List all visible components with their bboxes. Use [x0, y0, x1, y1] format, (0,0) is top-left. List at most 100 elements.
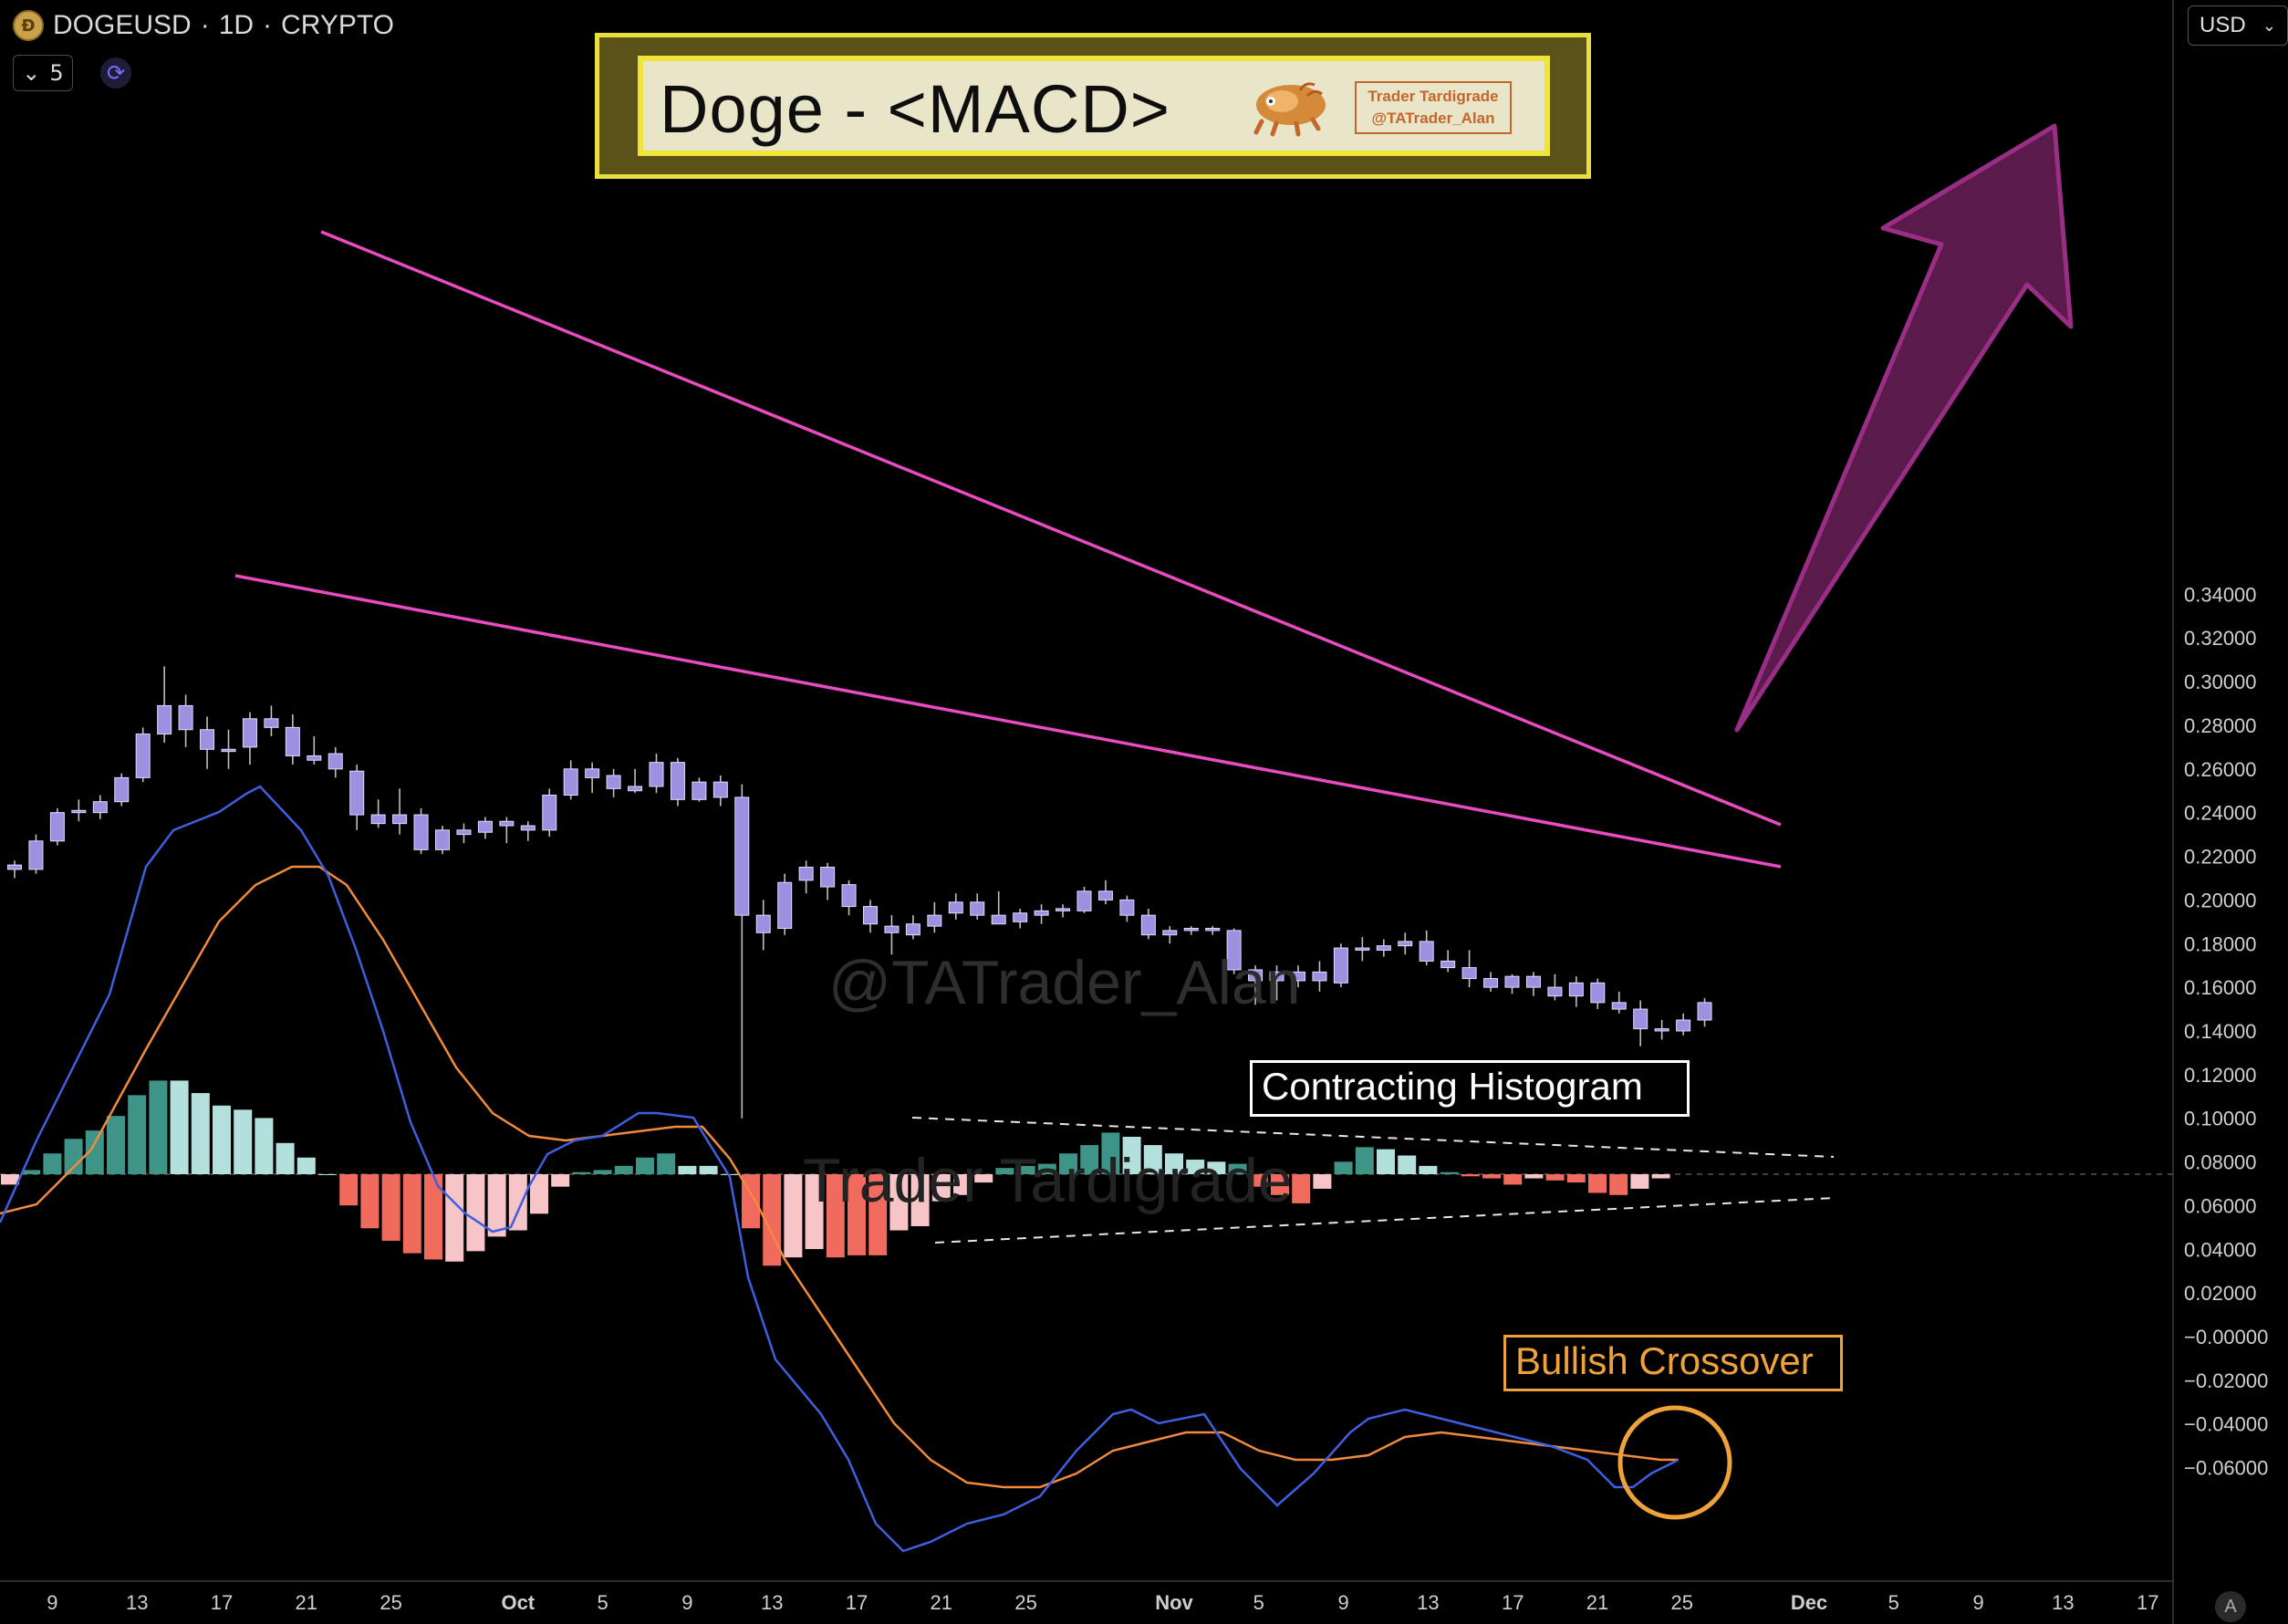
x-tick-label: 25 [1014, 1591, 1036, 1614]
y-tick-label: 0.28000 [2184, 714, 2257, 737]
bullish-arrow [1734, 123, 2074, 733]
macd-histogram-bar [508, 1174, 527, 1231]
y-tick-label: 0.26000 [2184, 758, 2257, 781]
macd-histogram-bar [1566, 1174, 1586, 1183]
x-tick-label: 21 [1586, 1591, 1608, 1614]
macd-histogram-bar [1101, 1132, 1120, 1174]
x-tick-label: 5 [1253, 1591, 1264, 1614]
candle-body [1676, 1019, 1691, 1032]
bullish-crossover-label: Bullish Crossover [1503, 1335, 1843, 1391]
tardigrade-logo-icon [1253, 82, 1326, 137]
y-tick-label: 0.04000 [2184, 1238, 2257, 1261]
candle-body [606, 775, 621, 789]
macd-histogram-bar [276, 1142, 295, 1174]
macd-histogram-bar [953, 1174, 972, 1195]
macd-histogram-bar [551, 1174, 570, 1187]
candle-body [1654, 1028, 1669, 1032]
macd-histogram-bar [128, 1095, 147, 1174]
candle-body [1697, 1002, 1712, 1021]
lower-trendline [234, 574, 1782, 869]
candle-body [135, 734, 151, 778]
macd-histogram-bar [826, 1174, 845, 1258]
y-tick-label: 0.16000 [2184, 976, 2257, 999]
candle-body [712, 781, 728, 798]
macd-histogram-bar [234, 1109, 253, 1174]
candle-body [563, 768, 578, 796]
macd-histogram-bar [931, 1174, 951, 1202]
candle-body [1376, 945, 1391, 951]
candle-body [242, 718, 257, 748]
currency-selector[interactable]: USD ⌄ [2188, 5, 2288, 46]
candle-body [1076, 890, 1092, 911]
chevron-down-icon: ⌄ [2262, 16, 2276, 35]
macd-histogram-bar [1122, 1136, 1141, 1174]
macd-histogram-bar [1524, 1174, 1544, 1179]
macd-histogram-bar [339, 1174, 359, 1206]
candle-body [1034, 910, 1049, 916]
histogram-lower-dash [934, 1197, 1835, 1244]
candle-body [1398, 941, 1413, 947]
indicator-toggle-button[interactable]: ⌄ 5 [13, 55, 73, 91]
auto-scale-button[interactable]: A [2215, 1591, 2246, 1622]
macd-histogram-bar [381, 1174, 400, 1241]
candle-body [370, 814, 386, 825]
symbol-header[interactable]: Ð DOGEUSD · 1D · CRYPTO [13, 9, 394, 42]
macd-histogram-bar [889, 1174, 909, 1231]
macd-histogram-bar [1588, 1174, 1607, 1193]
candle-body [991, 914, 1006, 925]
macd-histogram-bar [995, 1168, 1014, 1174]
macd-histogram-bar [614, 1165, 633, 1174]
macd-histogram-bar [487, 1174, 506, 1237]
x-tick-label: 17 [846, 1591, 868, 1614]
macd-histogram-bar [1292, 1174, 1311, 1203]
candle-body [92, 801, 108, 814]
x-tick-label: 21 [931, 1591, 952, 1614]
x-tick-label: 17 [2137, 1591, 2158, 1614]
sync-icon[interactable]: ⟳ [100, 57, 131, 88]
macd-histogram-bar [296, 1157, 316, 1174]
indicator-controls: ⌄ 5 ⟳ [13, 55, 131, 91]
macd-line [0, 785, 1680, 1553]
currency-label: USD [2200, 13, 2246, 37]
candle-body [905, 923, 920, 936]
watermark-handle: @TATrader_Alan [828, 948, 1301, 1017]
macd-histogram-bar [848, 1174, 866, 1255]
y-tick-label: −0.06000 [2184, 1457, 2268, 1480]
x-tick-label: 13 [761, 1591, 783, 1614]
candle-body [1483, 978, 1499, 988]
candle-body [477, 820, 493, 833]
y-tick-label: 0.22000 [2184, 846, 2257, 869]
candle-body [948, 901, 963, 914]
candle-body [1162, 930, 1178, 936]
candle-body [692, 781, 707, 800]
macd-histogram-bar [1080, 1145, 1099, 1174]
candle-body [1633, 1008, 1648, 1030]
macd-histogram-bar [657, 1153, 676, 1174]
macd-histogram-bar [974, 1174, 993, 1183]
candle-body [178, 704, 193, 731]
macd-signal-line [0, 865, 1679, 1489]
macd-histogram-bar [805, 1174, 824, 1250]
x-tick-label: 25 [380, 1591, 401, 1614]
candle-body [49, 812, 65, 842]
x-tick-label: 5 [1888, 1591, 1899, 1614]
candle-body [114, 776, 130, 803]
candle-body [349, 770, 365, 816]
brand-box: Trader Tardigrade @TATrader_Alan [1355, 81, 1512, 134]
y-tick-label: 0.18000 [2184, 932, 2257, 955]
macd-histogram-bar [572, 1171, 591, 1174]
candle-body [307, 755, 322, 761]
y-tick-label: 0.20000 [2184, 889, 2257, 911]
candle-body [1525, 975, 1541, 988]
candle-body [1097, 890, 1113, 900]
contracting-histogram-label: Contracting Histogram [1250, 1060, 1690, 1117]
x-tick-label: 9 [1337, 1591, 1348, 1614]
candle-body [200, 729, 215, 750]
macd-histogram-bar [1482, 1174, 1501, 1179]
macd-histogram-bar [466, 1174, 485, 1252]
candle-body [28, 840, 44, 870]
macd-histogram-bar [445, 1174, 464, 1262]
macd-histogram-bar [1503, 1174, 1523, 1185]
